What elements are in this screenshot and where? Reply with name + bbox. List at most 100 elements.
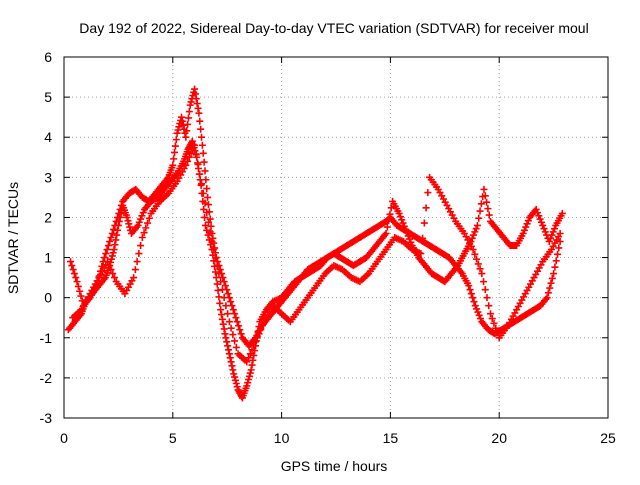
data-points (64, 85, 566, 402)
y-axis-label: SDTVAR / TECUs (5, 182, 21, 294)
data-point (221, 330, 229, 338)
y-tick-label: 0 (44, 290, 52, 306)
data-point (130, 274, 138, 282)
data-point (477, 200, 485, 208)
data-point (235, 322, 243, 330)
data-point (171, 148, 179, 156)
y-tick-label: 3 (44, 169, 52, 185)
data-point (231, 376, 239, 384)
y-tick-label: 2 (44, 209, 52, 225)
data-point (135, 218, 143, 226)
data-point (174, 126, 182, 134)
data-point (547, 234, 555, 242)
data-point (249, 356, 257, 364)
data-point (232, 380, 240, 388)
data-point (202, 176, 210, 184)
data-point (219, 320, 227, 328)
data-point (224, 310, 232, 318)
data-point (215, 270, 223, 278)
data-point (224, 342, 232, 350)
data-point (189, 145, 197, 153)
data-point (182, 133, 190, 141)
data-point (490, 319, 498, 327)
data-point (476, 315, 484, 323)
data-point (198, 180, 206, 188)
y-tick-label: -2 (40, 370, 53, 386)
data-point (229, 306, 237, 314)
data-point (193, 100, 201, 108)
data-point (398, 216, 406, 224)
data-point (114, 226, 122, 234)
data-point (216, 266, 224, 274)
data-point (73, 278, 81, 286)
data-point (227, 324, 235, 332)
data-point (237, 330, 245, 338)
data-point (203, 185, 211, 193)
data-point (103, 246, 111, 254)
data-point (465, 282, 473, 290)
data-point (473, 305, 481, 313)
data-point (483, 294, 491, 302)
data-point (468, 234, 476, 242)
data-point (194, 104, 202, 112)
y-tick-label: -3 (40, 410, 53, 426)
data-point (243, 382, 251, 390)
data-point (227, 358, 235, 366)
data-point (236, 326, 244, 334)
y-tick-label: 5 (44, 89, 52, 105)
x-tick-label: 20 (491, 430, 507, 446)
data-point (77, 292, 85, 300)
data-point (535, 212, 543, 220)
data-point (217, 306, 225, 314)
data-point (228, 302, 236, 310)
data-point (470, 231, 478, 239)
data-point (558, 209, 566, 217)
data-point (419, 234, 427, 242)
data-point (385, 217, 393, 225)
data-point (230, 370, 238, 378)
data-point (116, 205, 124, 213)
data-point (225, 346, 233, 354)
data-point (188, 137, 196, 145)
data-point (536, 215, 544, 223)
data-point (470, 298, 478, 306)
data-point (386, 210, 394, 218)
data-point (184, 114, 192, 122)
data-point (105, 262, 113, 270)
data-point (544, 289, 552, 297)
data-point (104, 242, 112, 250)
data-point (543, 294, 551, 302)
x-tick-label: 15 (383, 430, 399, 446)
data-point (232, 343, 240, 351)
data-point (524, 217, 532, 225)
data-point (198, 141, 206, 149)
data-point (72, 274, 80, 282)
data-point (476, 265, 484, 273)
data-point (182, 161, 190, 169)
data-point (185, 153, 193, 161)
x-tick-label: 25 (600, 430, 616, 446)
data-point (547, 279, 555, 287)
data-point (475, 214, 483, 222)
data-point (466, 286, 474, 294)
data-point (106, 238, 114, 246)
data-point (185, 108, 193, 116)
data-point (243, 358, 251, 366)
data-point (231, 373, 239, 381)
data-point (467, 290, 475, 298)
data-point (215, 293, 223, 301)
data-point (480, 185, 488, 193)
data-point (218, 311, 226, 319)
data-point (481, 286, 489, 294)
series-3 (69, 141, 564, 366)
data-point (471, 228, 479, 236)
data-point (219, 274, 227, 282)
data-point (113, 231, 121, 239)
data-point (196, 117, 204, 125)
data-point (169, 161, 177, 169)
data-point (225, 350, 233, 358)
data-point (218, 286, 226, 294)
data-point (222, 334, 230, 342)
data-point (191, 90, 199, 98)
